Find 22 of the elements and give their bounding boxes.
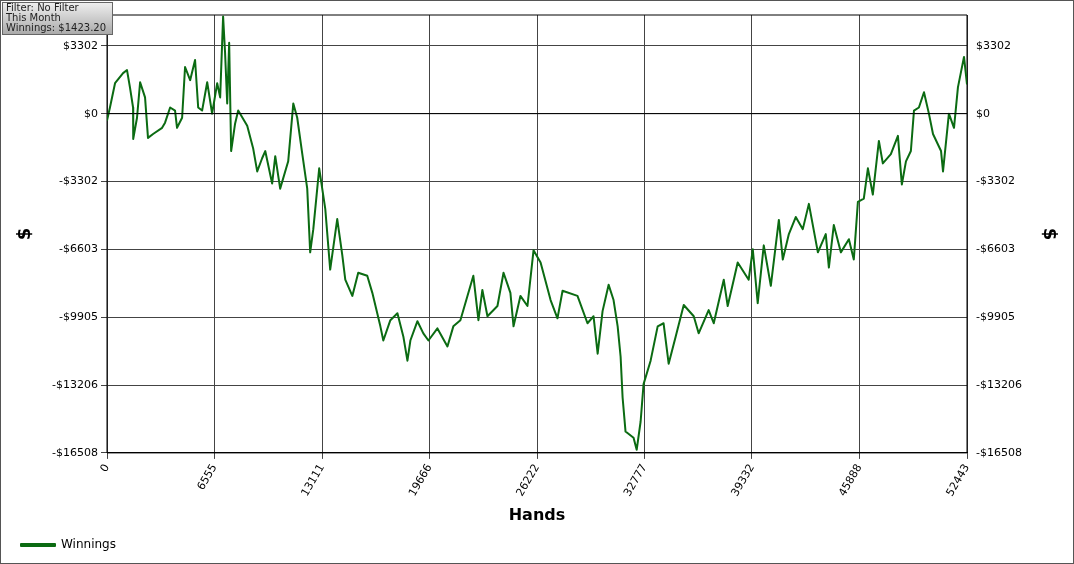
y-tick-label: -$9905 xyxy=(59,310,98,324)
y2-tick-label: $3302 xyxy=(976,38,1011,52)
y2-tick-label: -$6603 xyxy=(976,242,1015,256)
x-tick-label: 0 xyxy=(97,461,113,475)
y2-tick-label: -$13206 xyxy=(976,377,1022,391)
y-axis-title: $ xyxy=(13,227,35,241)
y-tick-label: -$16508 xyxy=(52,445,98,459)
x-axis-title: Hands xyxy=(508,504,566,524)
legend-label: Winnings xyxy=(61,537,116,552)
y-tick-label: $0 xyxy=(84,106,98,120)
text: Winnings: $1423.20 xyxy=(6,22,107,33)
y2-tick-label: -$9905 xyxy=(976,310,1015,324)
y-tick-label: -$13206 xyxy=(52,377,98,391)
y2-tick-label: $0 xyxy=(976,106,990,120)
y2-axis-title: $ xyxy=(1039,227,1061,241)
text: Filter: No Filter xyxy=(6,2,80,13)
text: This Month xyxy=(6,12,62,23)
y-tick-label: $3302 xyxy=(63,38,98,52)
y-tick-label: -$3302 xyxy=(59,174,98,188)
y2-tick-label: -$3302 xyxy=(976,174,1015,188)
y-tick-label: -$6603 xyxy=(59,242,98,256)
y2-tick-label: -$16508 xyxy=(976,445,1022,459)
